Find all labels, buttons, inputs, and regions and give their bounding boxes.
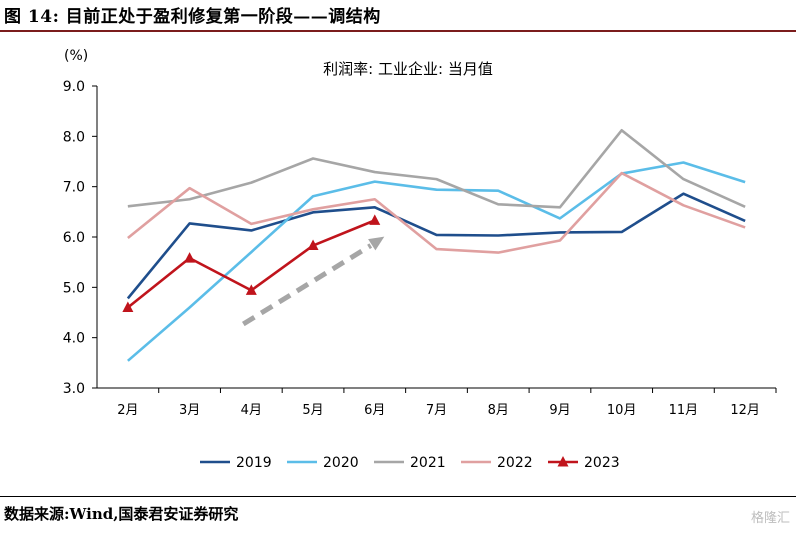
trend-arrow-line <box>242 243 373 327</box>
y-axis-unit-label: (%) <box>64 48 88 64</box>
legend-label-2023: 2023 <box>584 455 620 471</box>
chart-axes: 3.0 4.0 5.0 6.0 7.0 8.0 9.0 2月 3月 4月 5月 6月 7月 8月 9月 10月… <box>63 79 777 418</box>
legend-label-2021: 2021 <box>410 455 446 471</box>
x-tick-label: 7月 <box>426 403 447 418</box>
y-tick-label: 7.0 <box>63 180 85 196</box>
watermark-logo: 格隆汇 <box>750 511 790 526</box>
y-tick-label: 8.0 <box>63 129 85 145</box>
x-tick-label: 2月 <box>117 403 138 418</box>
x-tick-label: 6月 <box>364 403 385 418</box>
x-tick-label: 9月 <box>549 403 570 418</box>
series-line-2020 <box>127 161 746 362</box>
legend-label-2019: 2019 <box>236 455 272 471</box>
y-tick-label: 6.0 <box>63 230 85 246</box>
series-line-2021 <box>127 128 746 209</box>
y-tick-label: 3.0 <box>63 381 85 397</box>
y-tick-label: 9.0 <box>63 79 85 95</box>
x-tick-label: 5月 <box>302 403 323 418</box>
x-tick-label: 8月 <box>488 403 509 418</box>
data-point-2023 <box>307 239 319 251</box>
trend-arrow-head <box>368 236 385 251</box>
series-layer <box>122 128 746 362</box>
y-tick-label: 5.0 <box>63 280 85 296</box>
chart-title: 利润率: 工业企业: 当月值 <box>323 60 493 78</box>
series-line-2022 <box>127 171 746 254</box>
x-tick-label: 10月 <box>607 403 637 418</box>
legend-label-2020: 2020 <box>323 455 359 471</box>
chart-legend: 2019 2020 2021 2022 2023 <box>200 455 620 471</box>
trend-layer <box>242 236 385 327</box>
x-tick-label: 11月 <box>669 403 699 418</box>
legend-marker-2023 <box>557 456 569 467</box>
x-tick-label: 4月 <box>241 403 262 418</box>
figure-title: 图 14: 目前正处于盈利修复第一阶段——调结构 <box>4 7 381 27</box>
legend-label-2022: 2022 <box>497 455 533 471</box>
data-point-2023 <box>369 214 381 225</box>
title-rule <box>0 30 796 32</box>
data-point-2023 <box>245 284 257 295</box>
footer-rule <box>0 496 796 497</box>
series-line-2019 <box>126 192 746 300</box>
data-point-2023 <box>184 252 196 263</box>
y-tick-label: 4.0 <box>63 331 85 347</box>
x-tick-label: 12月 <box>730 403 760 418</box>
data-point-2023 <box>122 301 134 312</box>
x-tick-label: 3月 <box>179 403 200 418</box>
source-note: 数据来源:Wind,国泰君安证券研究 <box>4 505 239 523</box>
